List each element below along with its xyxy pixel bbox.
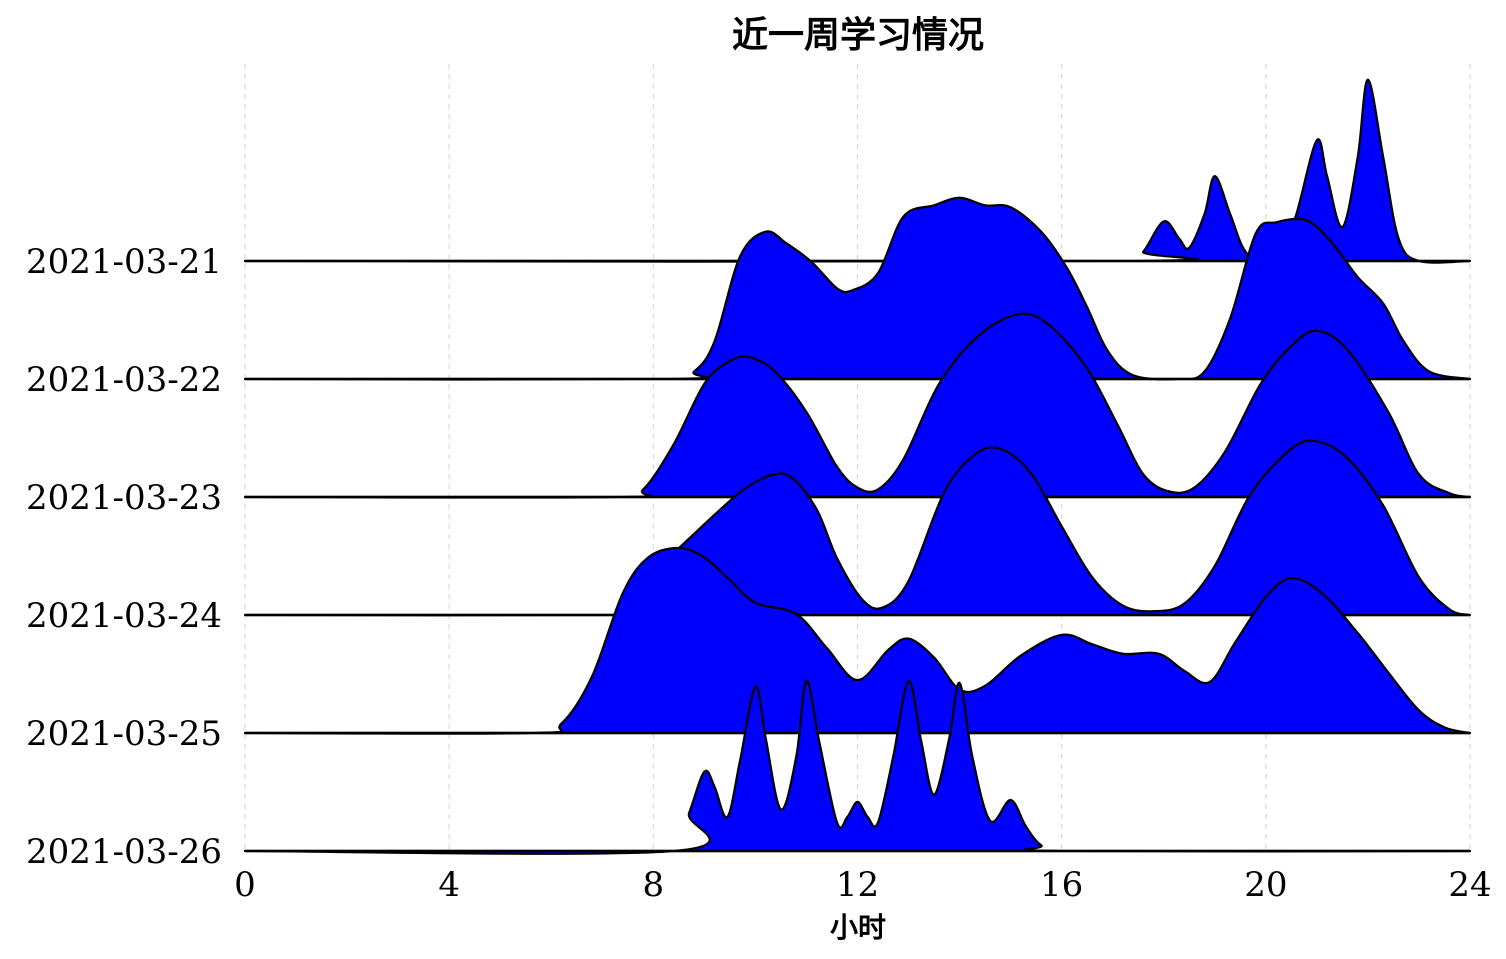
x-tick-label-8: 8 bbox=[643, 865, 665, 905]
y-tick-label-2021-03-22: 2021-03-22 bbox=[26, 360, 222, 400]
y-tick-label-2021-03-21: 2021-03-21 bbox=[26, 242, 222, 282]
x-tick-labels: 0 4 8 12 16 20 24 bbox=[234, 865, 1491, 905]
x-tick-label-24: 24 bbox=[1448, 865, 1491, 905]
y-tick-labels: 2021-03-21 2021-03-22 2021-03-23 2021-03-24… bbox=[26, 242, 222, 872]
ridge-layer bbox=[243, 78, 1472, 855]
x-tick-label-12: 12 bbox=[836, 865, 879, 905]
ridge-area-2021-03-22 bbox=[243, 196, 1472, 381]
x-tick-label-20: 20 bbox=[1244, 865, 1287, 905]
chart-title: 近一周学习情况 bbox=[732, 14, 984, 56]
y-tick-label-2021-03-24: 2021-03-24 bbox=[26, 596, 222, 636]
y-tick-label-2021-03-25: 2021-03-25 bbox=[26, 714, 222, 754]
ridge-2021-03-26 bbox=[243, 679, 1472, 855]
x-tick-label-16: 16 bbox=[1040, 865, 1083, 905]
x-tick-label-4: 4 bbox=[438, 865, 460, 905]
y-tick-label-2021-03-23: 2021-03-23 bbox=[26, 478, 222, 518]
x-tick-label-0: 0 bbox=[234, 865, 256, 905]
x-axis-label: 小时 bbox=[830, 911, 886, 944]
y-tick-label-2021-03-26: 2021-03-26 bbox=[26, 832, 222, 872]
ridge-area-2021-03-26 bbox=[243, 679, 1472, 855]
